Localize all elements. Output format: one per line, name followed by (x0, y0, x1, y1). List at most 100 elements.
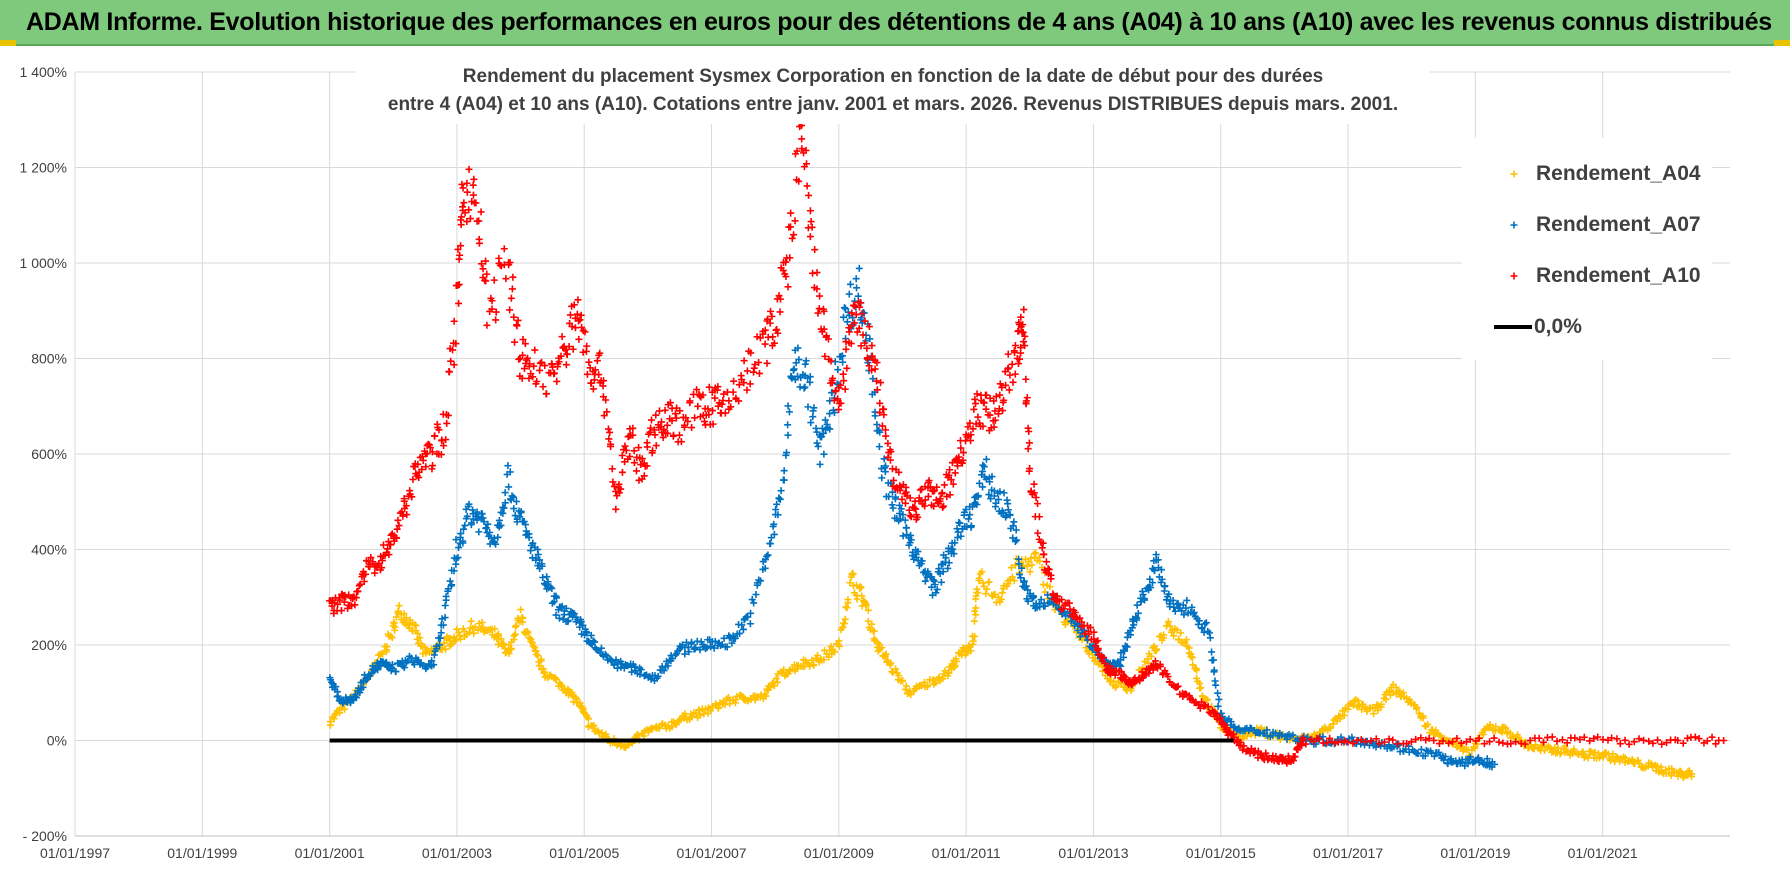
data-point (856, 303, 864, 311)
data-point (896, 515, 904, 523)
data-point (1073, 627, 1081, 635)
data-point (709, 407, 717, 415)
data-point (385, 551, 393, 559)
data-point (557, 352, 565, 360)
data-point (962, 505, 970, 513)
data-point (1033, 500, 1041, 508)
data-point (930, 502, 938, 510)
data-point (1695, 735, 1703, 743)
data-point (602, 652, 610, 660)
data-point (841, 615, 849, 623)
data-point (492, 308, 500, 316)
chart-title-line2: entre 4 (A04) et 10 ans (A10). Cotations… (388, 94, 1398, 115)
data-point (1058, 596, 1066, 604)
data-point (439, 621, 447, 629)
data-point (506, 306, 514, 314)
data-point (392, 668, 400, 676)
data-point (1414, 750, 1422, 758)
data-point (583, 370, 591, 378)
data-point (435, 426, 443, 434)
data-point (1047, 571, 1055, 579)
data-point (1708, 733, 1716, 741)
data-point (516, 513, 524, 521)
data-point (953, 457, 961, 465)
data-point (743, 386, 751, 394)
data-point (457, 221, 465, 229)
data-point (1169, 596, 1177, 604)
data-point (1486, 721, 1494, 729)
data-point (568, 323, 576, 331)
data-point (964, 423, 972, 431)
data-point (637, 461, 645, 469)
data-point (787, 209, 795, 217)
data-point (419, 456, 427, 464)
data-point (393, 525, 401, 533)
data-point (814, 442, 822, 450)
data-point (888, 488, 896, 496)
data-point (600, 732, 608, 740)
data-point (801, 383, 809, 391)
data-point (568, 688, 576, 696)
data-point (525, 374, 533, 382)
data-point (1206, 634, 1214, 642)
data-point (1470, 743, 1478, 751)
data-point (806, 233, 814, 241)
data-point (1439, 737, 1447, 745)
data-point (555, 614, 563, 622)
data-point (506, 468, 514, 476)
data-point (979, 579, 987, 587)
data-point (975, 479, 983, 487)
data-point (1016, 355, 1024, 363)
data-point (680, 423, 688, 431)
data-point (720, 390, 728, 398)
data-point (677, 438, 685, 446)
data-point (802, 146, 810, 154)
data-point (728, 639, 736, 647)
data-point (841, 385, 849, 393)
data-point (761, 556, 769, 564)
data-point (772, 674, 780, 682)
data-point (692, 644, 700, 652)
data-point (881, 651, 889, 659)
data-point (463, 512, 471, 520)
data-point (743, 367, 751, 375)
data-point (1023, 562, 1031, 570)
data-point (896, 482, 904, 490)
data-point (1144, 655, 1152, 663)
data-point (575, 317, 583, 325)
data-point (791, 217, 799, 225)
data-point (1094, 645, 1102, 653)
data-point (951, 539, 959, 547)
data-point (1512, 738, 1520, 746)
data-point (1024, 586, 1032, 594)
data-point (959, 449, 967, 457)
data-point (786, 254, 794, 262)
data-point (1006, 511, 1014, 519)
data-point (1166, 622, 1174, 630)
data-point (530, 362, 538, 370)
data-point (564, 618, 572, 626)
data-point (647, 424, 655, 432)
data-point (814, 309, 822, 317)
y-tick-label: 400% (31, 542, 67, 558)
data-point (633, 732, 641, 740)
data-point (510, 636, 518, 644)
data-point (1490, 734, 1498, 742)
data-point (1016, 570, 1024, 578)
data-point (855, 264, 863, 272)
data-point (990, 423, 998, 431)
data-point (553, 594, 561, 602)
data-point (688, 424, 696, 432)
data-point (914, 513, 922, 521)
data-point (510, 493, 518, 501)
data-point (506, 258, 514, 266)
data-point (1071, 608, 1079, 616)
data-point (770, 520, 778, 528)
data-point (747, 609, 755, 617)
data-point (807, 419, 815, 427)
data-point (1640, 736, 1648, 744)
data-point (422, 463, 430, 471)
data-point (1087, 624, 1095, 632)
data-point (618, 452, 626, 460)
data-point (987, 495, 995, 503)
